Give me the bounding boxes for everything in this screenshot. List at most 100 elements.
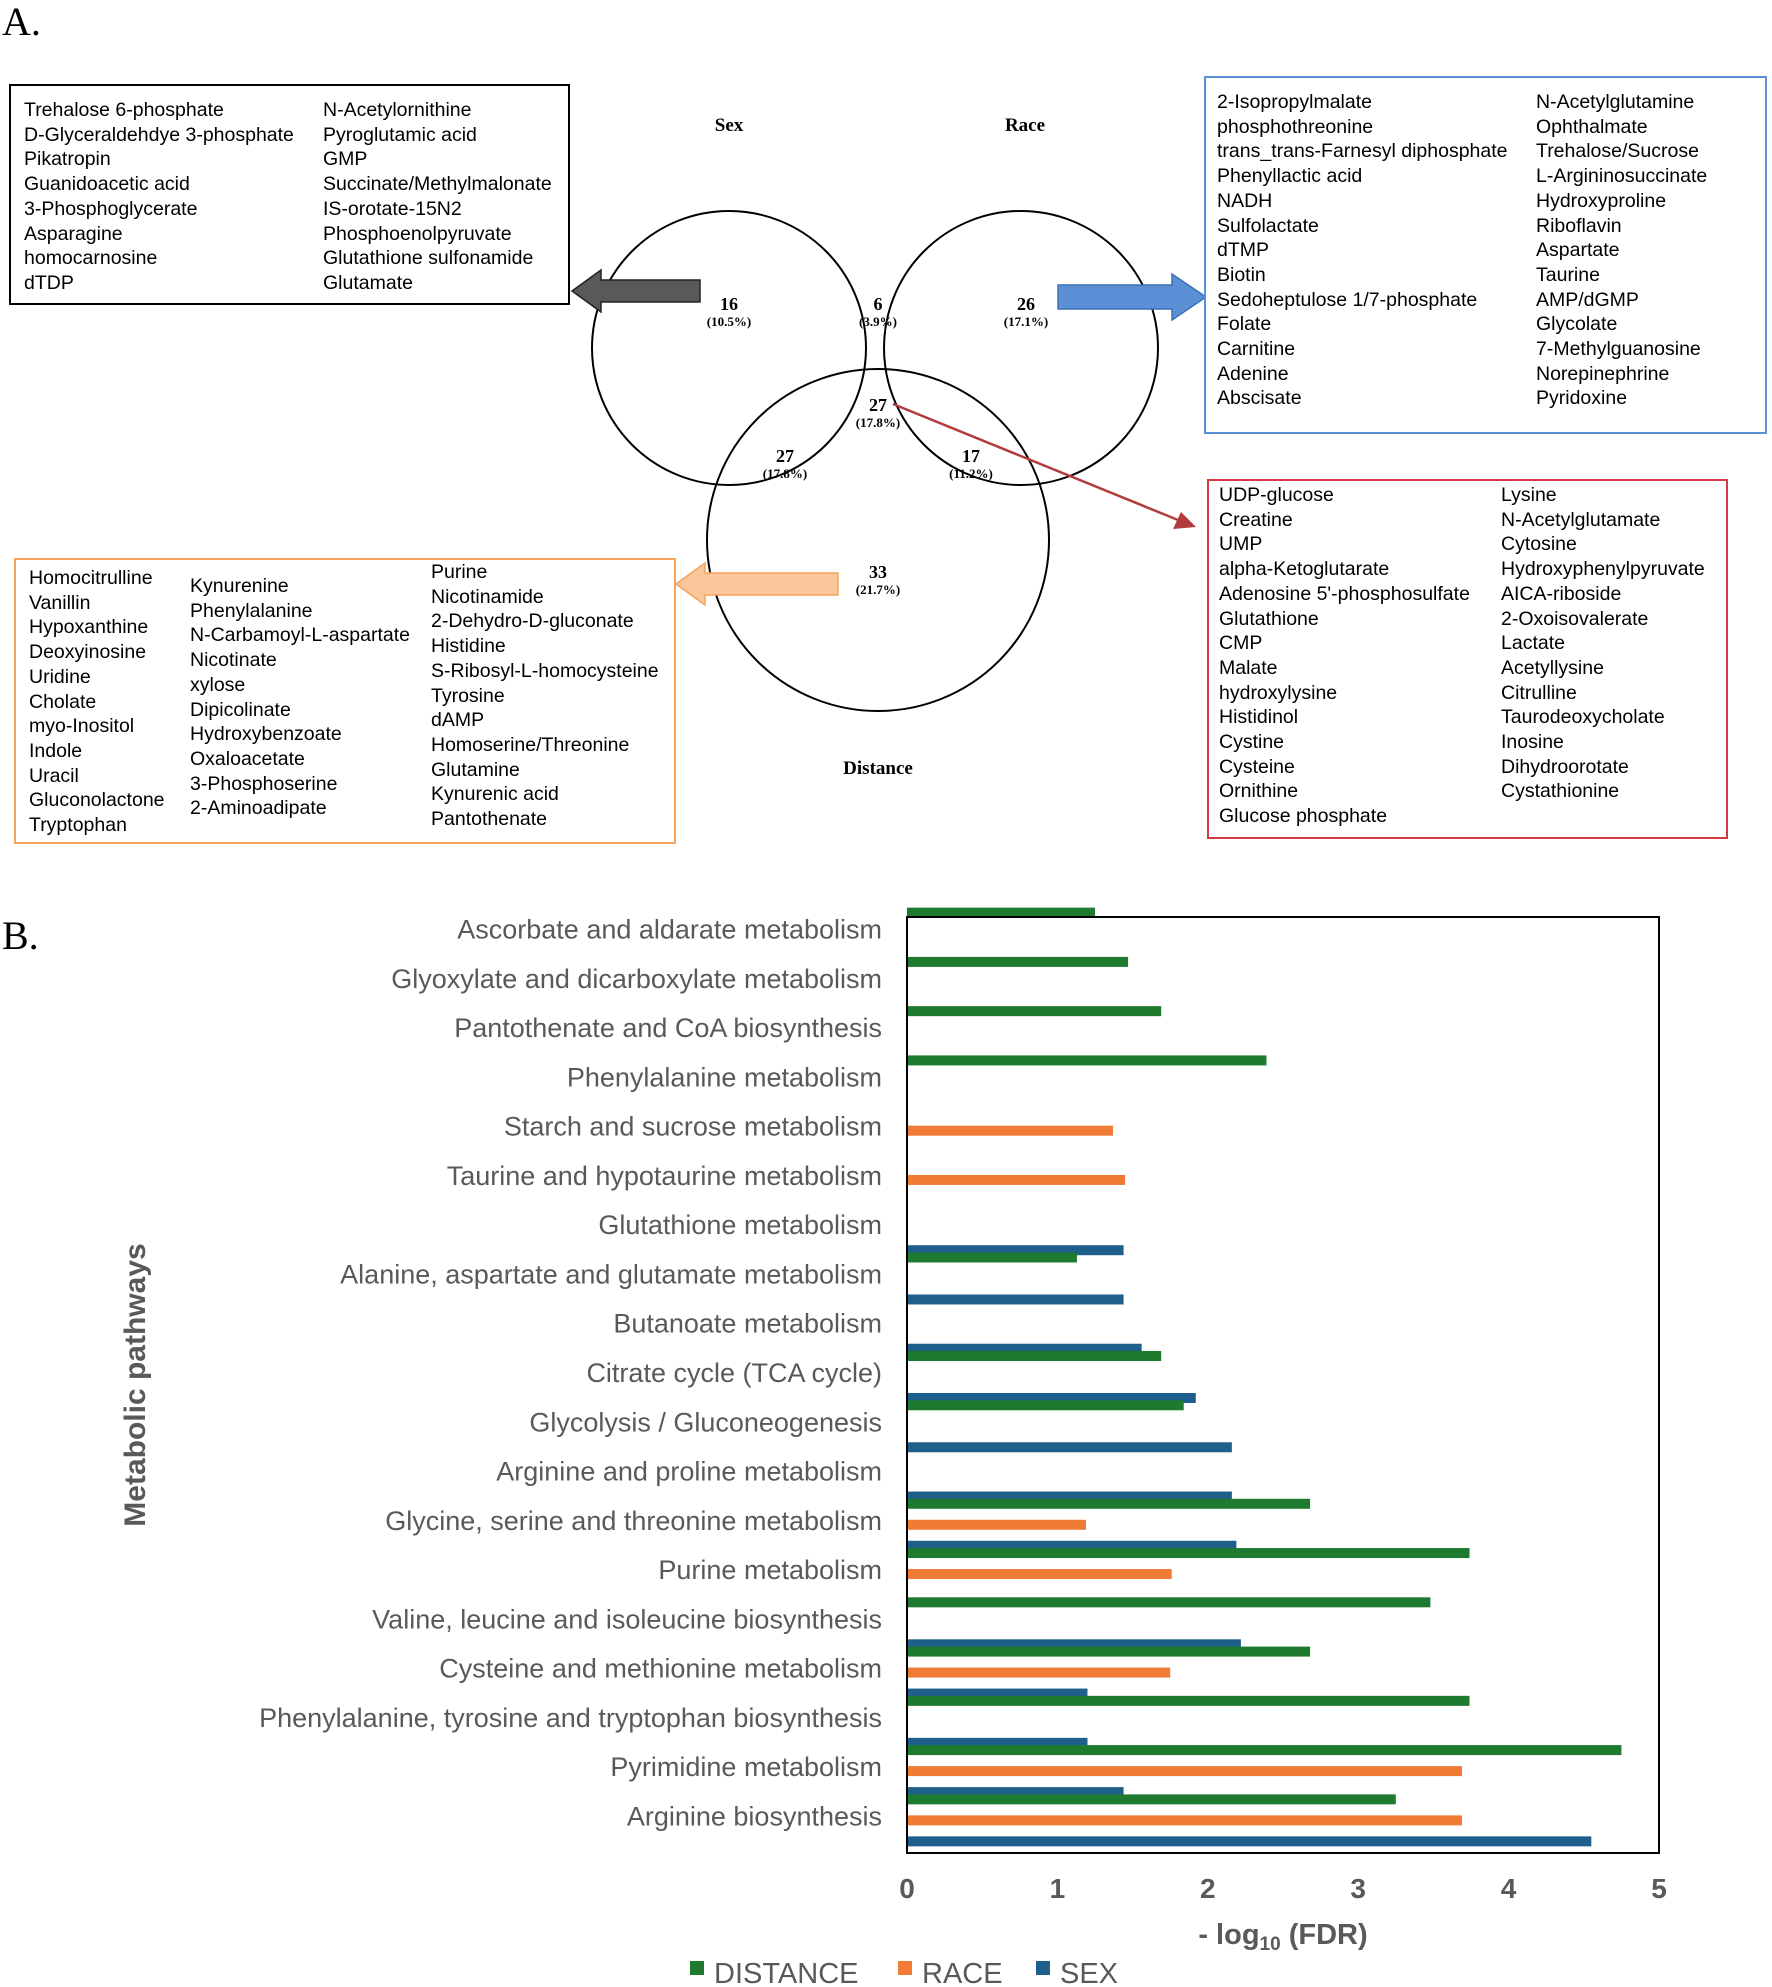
metabolite-item: Sedoheptulose 1/7-phosphate [1217, 288, 1478, 311]
legend-label: RACE [922, 1958, 1003, 1987]
legend-label: DISTANCE [714, 1958, 858, 1987]
list-column: Trehalose 6-phosphate D-Glyceraldehdye 3-… [24, 98, 294, 296]
category-label: Arginine biosynthesis [627, 1801, 882, 1831]
legend-item-race: RACE [898, 1958, 1003, 1987]
metabolite-item: myo-Inositol [29, 715, 135, 738]
metabolite-item: Aspartate [1536, 239, 1620, 262]
list-column: Purine Nicotinamide 2-Dehydro-D-gluconate H… [431, 560, 659, 832]
metabolite-item: Cysteine [1219, 755, 1295, 778]
metabolite-item: Ophthalmate [1536, 115, 1648, 138]
list-column: Lysine N-Acetylglutamate Cytosine Hydroxyph… [1501, 483, 1705, 804]
bar-sex [907, 1442, 1232, 1453]
category-label: Butanoate metabolism [613, 1309, 882, 1339]
metabolite-item: Ornithine [1219, 780, 1299, 803]
bar-distance [907, 1006, 1162, 1017]
metabolite-item: Nicotinamide [431, 585, 544, 608]
venn-region-distance-only: 33 (21.7%) [856, 562, 900, 597]
metabolite-item: Deoxyinosine [29, 641, 147, 664]
chart-bars [907, 907, 1622, 1847]
metabolite-item: Abscisate [1217, 387, 1302, 410]
metabolite-item: Oxaloacetate [190, 747, 305, 770]
metabolite-item: Hydroxyproline [1536, 189, 1667, 212]
metabolite-item: Purine [431, 561, 488, 583]
metabolite-item: Nicotinate [190, 649, 277, 672]
metabolite-item: 2-Oxoisovalerate [1501, 607, 1649, 630]
metabolite-item: Indole [29, 739, 83, 762]
metabolite-item: Guanidoacetic acid [24, 173, 190, 196]
metabolite-item: D-Glyceraldehdye 3-phosphate [24, 123, 294, 146]
category-label: Glycine, serine and threonine metabolism [385, 1506, 882, 1536]
x-axis-label: - log10 (FDR) [1198, 1919, 1367, 1955]
metabolite-item: Biotin [1217, 263, 1266, 286]
venn-region-race-only: 26 (17.1%) [1004, 294, 1048, 329]
metabolite-item: Pyridoxine [1536, 387, 1628, 410]
legend-label: SEX [1060, 1958, 1118, 1987]
region-count: 33 [869, 562, 887, 582]
region-count: 27 [869, 395, 887, 415]
bar-distance [907, 1252, 1077, 1263]
metabolite-item: Dipicolinate [190, 698, 291, 721]
bar-race [907, 1569, 1172, 1580]
metabolite-item: Cystine [1219, 731, 1285, 754]
venn-diagram: Sex Race Distance 16 (10.5%) 6 (3.9%) 26… [570, 115, 1208, 779]
x-axis-label-tail: (FDR) [1281, 1919, 1368, 1951]
metabolite-item: Cystathionine [1501, 780, 1620, 803]
region-count: 6 [874, 294, 883, 314]
venn-label-sex: Sex [715, 115, 744, 136]
metabolite-item: dTMP [1217, 239, 1270, 262]
x-axis-label-subscript: 10 [1260, 1934, 1281, 1955]
metabolite-item: 2-Aminoadipate [190, 797, 327, 820]
arrow-to-all-three-list [892, 402, 1179, 522]
list-column: 2-Isopropylmalate phosphothreonine trans_t… [1217, 90, 1508, 411]
venn-circle-sex [591, 210, 867, 486]
venn-region-sex-distance: 27 (17.8%) [763, 446, 807, 481]
bar-sex [907, 1540, 1237, 1551]
bar-race [907, 1125, 1114, 1136]
legend-swatch [898, 1961, 912, 1975]
bar-sex [907, 1393, 1196, 1403]
metabolite-item: Adenine [1217, 362, 1289, 385]
x-tick-label: 4 [1501, 1873, 1517, 1904]
metabolite-item: Pyroglutamic acid [323, 123, 477, 146]
metabolite-item: Cytosine [1501, 533, 1577, 556]
metabolite-item: dTDP [24, 271, 74, 294]
metabolite-item: Pikatropin [24, 148, 111, 171]
race-only-metabolite-list: 2-Isopropylmalate phosphothreonine trans_t… [1204, 76, 1767, 434]
metabolite-item: Lactate [1501, 632, 1565, 655]
bar-sex [907, 1787, 1124, 1798]
region-count: 16 [720, 294, 738, 314]
metabolite-item: Tryptophan [29, 814, 127, 837]
bar-race [907, 1766, 1462, 1777]
panel-b-label: B. [2, 913, 39, 958]
metabolite-item: Riboflavin [1536, 214, 1622, 237]
venn-region-race-distance: 17 (11.2%) [949, 446, 993, 481]
metabolite-item: Gluconolactone [29, 789, 165, 812]
bar-sex [907, 1491, 1232, 1502]
venn-label-distance: Distance [843, 758, 913, 779]
category-label: Citrate cycle (TCA cycle) [586, 1358, 882, 1388]
x-axis-label-main: - log [1198, 1919, 1259, 1951]
arrow-to-race-list [1057, 272, 1208, 322]
metabolite-item: dAMP [431, 709, 485, 732]
list-column: UDP-glucose Creatine UMP alpha-Ketoglutarat… [1219, 483, 1470, 829]
list-column: Homocitrulline Vanillin Hypoxanthine Deoxyi… [29, 566, 165, 838]
bar-sex [907, 1294, 1124, 1305]
metabolite-item: Histidine [431, 635, 506, 658]
list-column: N-Acetylornithine Pyroglutamic acid GMP Suc… [323, 98, 552, 296]
bar-sex [907, 1737, 1088, 1748]
bar-race [907, 1815, 1462, 1826]
metabolite-item: Homocitrulline [29, 567, 153, 589]
list-column: Kynurenine Phenylalanine N-Carbamoyl-L-asp… [190, 574, 410, 821]
legend-swatch [1036, 1961, 1050, 1975]
metabolite-item: hydroxylysine [1219, 681, 1338, 704]
metabolite-item: trans_trans-Farnesyl diphosphate [1217, 140, 1508, 163]
category-label: Cysteine and methionine metabolism [439, 1654, 882, 1684]
bar-distance [907, 1498, 1311, 1509]
venn-label-race: Race [1005, 115, 1045, 136]
metabolite-item: Adenosine 5'-phosphosulfate [1219, 582, 1470, 605]
region-count: 26 [1017, 294, 1035, 314]
category-label: Valine, leucine and isoleucine biosynthe… [372, 1604, 882, 1634]
bar-sex [907, 1688, 1088, 1699]
metabolite-item: Glutathione [1219, 607, 1319, 630]
bar-sex [907, 1639, 1241, 1650]
